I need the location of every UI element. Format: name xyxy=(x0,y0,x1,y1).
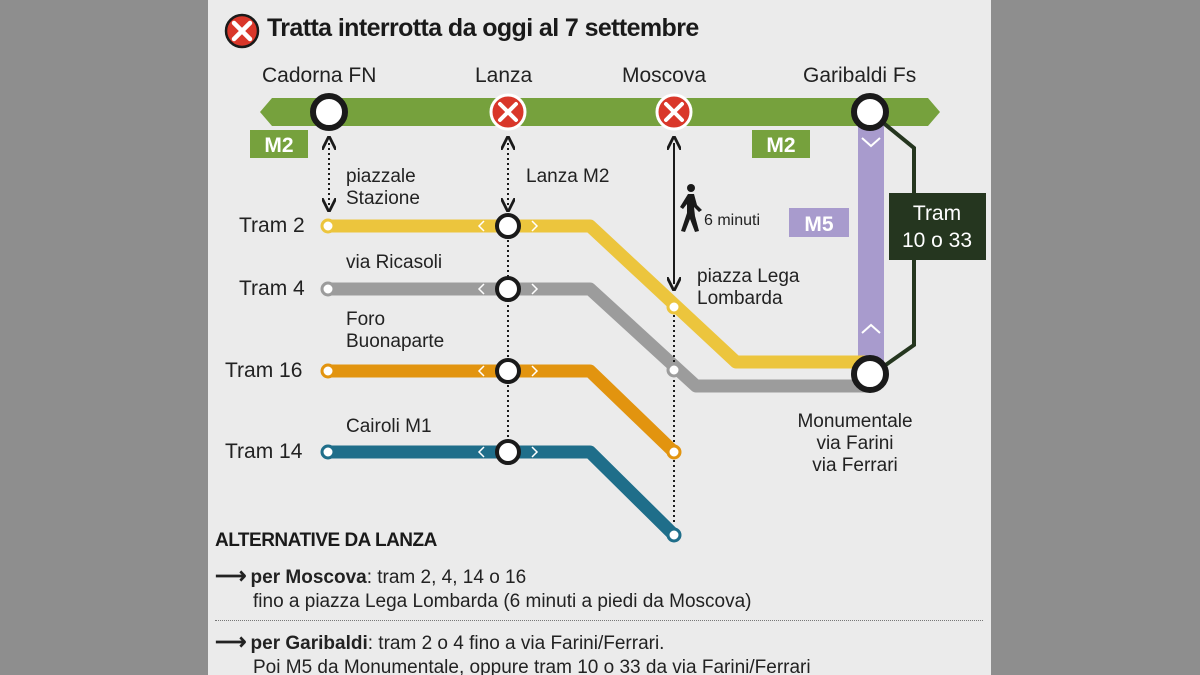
station-cadorna-marker xyxy=(310,93,348,131)
station-moscova-closed-icon xyxy=(655,93,693,131)
tram-2-start xyxy=(320,218,336,234)
tram-box-line1: Tram xyxy=(913,202,961,225)
m5-badge: M5 xyxy=(804,213,833,236)
lega-stop-tram-16 xyxy=(666,444,682,460)
tram-2-line xyxy=(328,219,870,369)
lanza-stop-tram-4 xyxy=(495,276,521,302)
stop-label-piazzale: piazzale Stazione xyxy=(346,166,420,209)
tram-label-16: Tram 16 xyxy=(225,359,303,382)
walking-person-icon xyxy=(680,184,702,232)
stop-label-lega: piazza Lega Lombarda xyxy=(697,266,800,309)
map-panel: M2 M2 M5 Tram 10 o 33 Tratta interrotta … xyxy=(208,0,991,675)
lanza-stop-tram-14 xyxy=(495,439,521,465)
tram-16-line xyxy=(328,364,679,457)
closed-x-icon xyxy=(224,13,260,49)
tram-4-start xyxy=(320,281,336,297)
arrow-right-icon: ⟶ xyxy=(215,629,247,654)
station-monumentale-marker xyxy=(851,355,889,393)
walk-time-label: 6 minuti xyxy=(704,212,761,229)
tram-label-2: Tram 2 xyxy=(239,214,305,237)
tram-label-4: Tram 4 xyxy=(239,277,305,300)
tram-14-start xyxy=(320,444,336,460)
m2-badge-left-bg xyxy=(250,130,308,158)
tram-4-line xyxy=(328,282,870,393)
stop-label-foro: Foro Buonaparte xyxy=(346,309,445,352)
divider xyxy=(215,620,983,621)
stop-label-cairoli: Cairoli M1 xyxy=(346,416,432,437)
alt-moscova-text: : tram 2, 4, 14 o 16 xyxy=(366,567,527,588)
lega-stop-tram-14 xyxy=(666,527,682,543)
tram-14-line xyxy=(328,445,679,540)
alt-garibaldi-text: : tram 2 o 4 fino a via Farini/Ferrari. xyxy=(367,633,665,654)
tram-10-33-box xyxy=(889,193,986,260)
station-label-lanza: Lanza xyxy=(475,64,533,87)
stop-label-ricasoli: via Ricasoli xyxy=(346,252,443,273)
station-label-moscova: Moscova xyxy=(622,64,707,87)
m5-badge-bg xyxy=(789,208,849,237)
m2-badge-left: M2 xyxy=(264,134,293,157)
station-label-cadorna: Cadorna FN xyxy=(262,64,377,87)
alt-garibaldi-detail: Poi M5 da Monumentale, oppure tram 10 o … xyxy=(253,657,811,675)
alt-moscova-title: per Moscova xyxy=(250,567,367,588)
stop-label-monumentale: Monumentale via Farini via Ferrari xyxy=(797,411,913,476)
alt-moscova: ⟶ per Moscova: tram 2, 4, 14 o 16 xyxy=(215,564,526,590)
m2-badge-right: M2 xyxy=(766,134,795,157)
lanza-stop-tram-16 xyxy=(495,358,521,384)
lanza-stop-tram-2 xyxy=(495,213,521,239)
arrow-right-icon: ⟶ xyxy=(215,563,247,588)
route-diagram: M2 M2 M5 Tram 10 o 33 xyxy=(224,13,986,543)
m2-line xyxy=(260,98,940,126)
m2-badge-right-bg xyxy=(752,130,810,158)
alt-moscova-detail: fino a piazza Lega Lombarda (6 minuti a … xyxy=(253,591,752,612)
station-lanza-closed-icon xyxy=(489,93,527,131)
tram-box-line2: 10 o 33 xyxy=(902,229,972,252)
page-title: Tratta interrotta da oggi al 7 settembre xyxy=(267,14,699,42)
station-garibaldi-marker xyxy=(851,93,889,131)
stop-label-lanza-m2: Lanza M2 xyxy=(526,166,610,187)
lega-stop-tram-2 xyxy=(666,299,682,315)
tram-label-14: Tram 14 xyxy=(225,440,303,463)
alternatives-heading: ALTERNATIVE DA LANZA xyxy=(215,530,437,551)
m5-line xyxy=(858,114,884,372)
tram-16-start xyxy=(320,363,336,379)
lega-stop-tram-4 xyxy=(666,362,682,378)
alt-garibaldi: ⟶ per Garibaldi: tram 2 o 4 fino a via Fa… xyxy=(215,630,664,656)
alt-garibaldi-title: per Garibaldi xyxy=(250,633,368,654)
station-label-garibaldi: Garibaldi Fs xyxy=(803,64,917,87)
